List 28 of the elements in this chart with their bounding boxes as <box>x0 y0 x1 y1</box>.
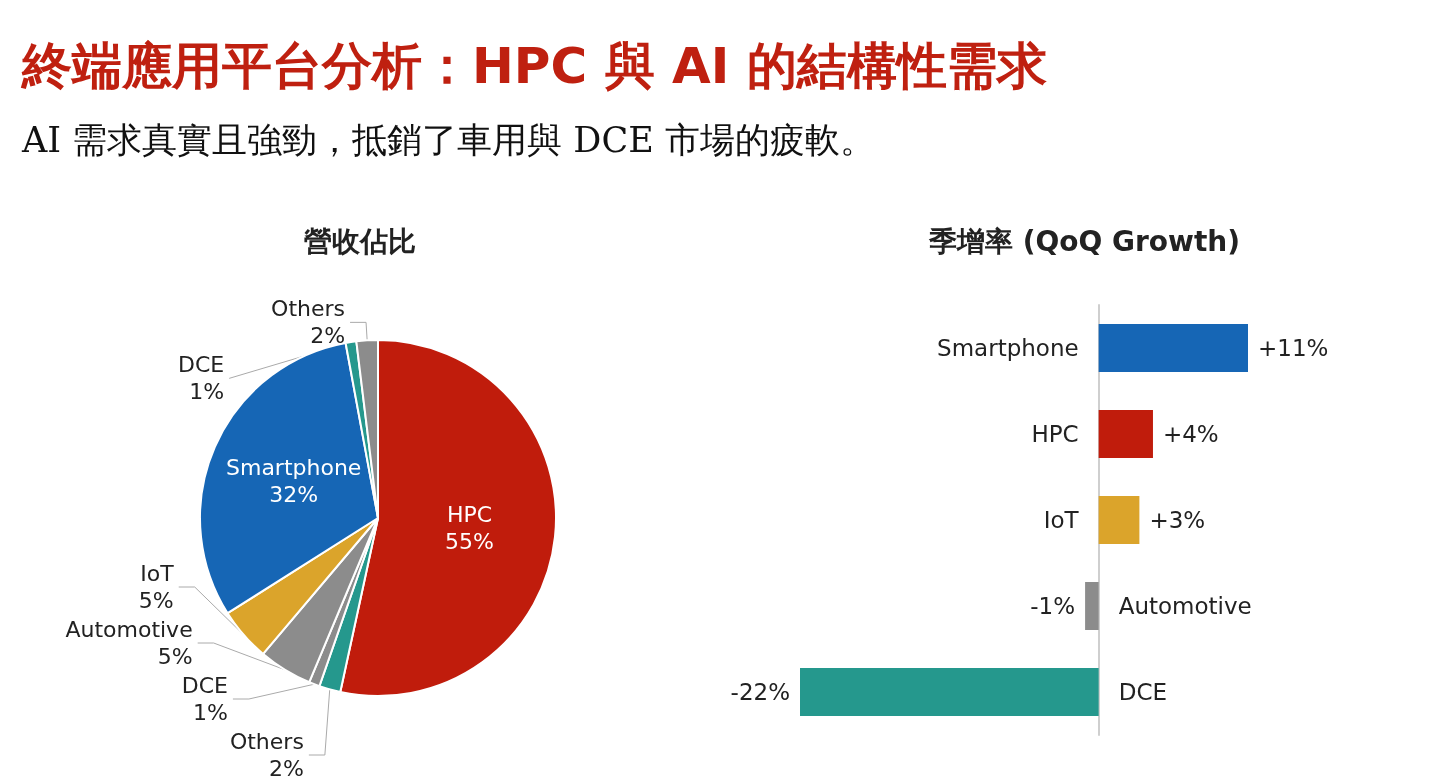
data-label: +3% <box>1149 507 1206 533</box>
data-label: 1% <box>189 379 225 405</box>
slice-label: Others <box>271 296 346 322</box>
slice-label: Others <box>229 729 304 754</box>
y-tick-label: Smartphone <box>937 335 1079 361</box>
y-tick-label: HPC <box>1031 421 1079 447</box>
text: AI 需求真實且強勁，抵銷了車用與 DCE 市場的疲軟。 <box>22 119 875 162</box>
chart-title: 營收佔比 <box>304 224 416 258</box>
data-label: 5% <box>138 588 174 613</box>
data-label: 55% <box>445 528 494 554</box>
data-label: 2% <box>310 323 346 349</box>
slice-label: DCE <box>181 673 228 698</box>
slice-label: IoT <box>140 561 175 586</box>
text: 終端應用平台分析：HPC 與 AI 的結構性需求 <box>22 36 1047 96</box>
data-label: +11% <box>1258 335 1329 361</box>
y-tick-label: IoT <box>1043 507 1080 533</box>
data-label: 32% <box>269 482 319 508</box>
slice-label: Automotive <box>65 617 193 642</box>
data-label: 1% <box>193 700 228 725</box>
data-label: +4% <box>1162 421 1219 447</box>
data-label: -1% <box>1030 593 1076 619</box>
slice-label: DCE <box>177 352 225 378</box>
data-label: -22% <box>730 679 790 705</box>
data-label: 5% <box>157 644 193 669</box>
slice-label: Smartphone <box>225 455 362 481</box>
data-label: 2% <box>268 756 304 781</box>
chart-title: 季增率 (QoQ Growth) <box>927 224 1241 258</box>
slice-label: HPC <box>446 501 493 527</box>
